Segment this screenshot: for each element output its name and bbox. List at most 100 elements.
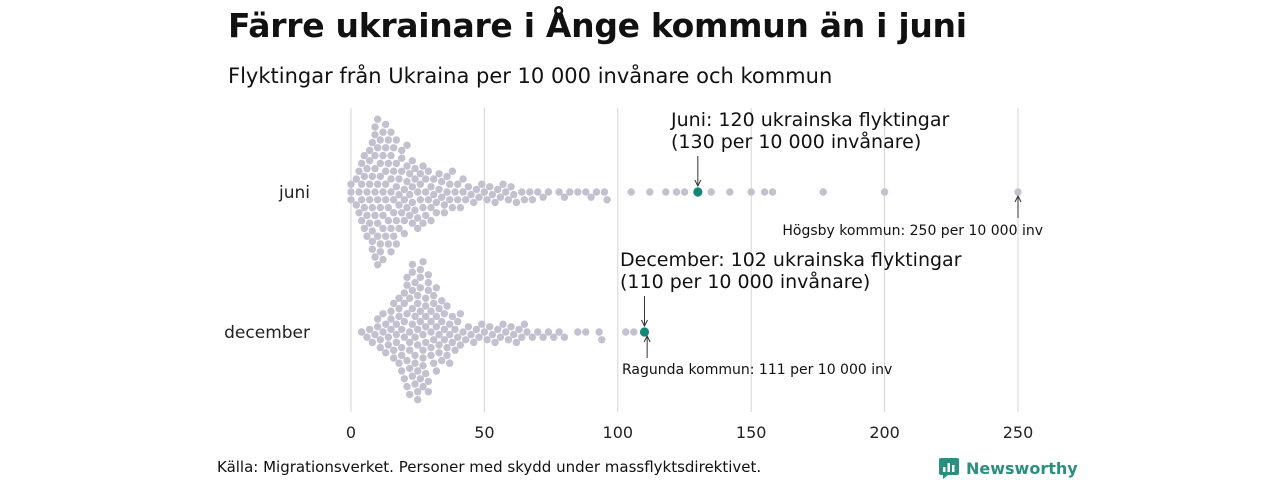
brand-name: Newsworthy: [966, 458, 1078, 478]
data-point: [376, 240, 385, 248]
brand-logo[interactable]: Newsworthy: [938, 456, 1078, 480]
data-point: [355, 188, 363, 196]
arrow-head: [643, 334, 651, 343]
data-point: [400, 317, 409, 326]
data-point: [483, 196, 491, 204]
data-point: [397, 351, 406, 360]
data-point: [395, 304, 403, 313]
data-point: [707, 188, 715, 196]
data-point: [438, 297, 446, 305]
data-point: [448, 203, 457, 212]
data-point: [499, 320, 507, 328]
highlight-label-line1: December: 102 ukrainska flyktingar: [620, 249, 962, 271]
data-point: [462, 196, 470, 204]
data-point: [520, 196, 529, 204]
data-point: [408, 183, 417, 191]
x-tick-label: 150: [736, 423, 767, 442]
data-point: [403, 177, 411, 186]
data-point: [432, 367, 441, 375]
data-point: [403, 281, 411, 289]
data-point: [419, 162, 427, 170]
data-point: [397, 146, 406, 155]
data-point: [371, 151, 379, 160]
data-point: [403, 273, 411, 282]
data-point: [440, 336, 449, 344]
data-point: [408, 286, 417, 295]
data-point: [405, 190, 414, 199]
data-point: [371, 330, 379, 339]
data-point: [414, 214, 422, 222]
data-point: [499, 180, 507, 188]
data-point: [357, 159, 366, 168]
data-point: [422, 294, 430, 302]
data-point: [438, 193, 446, 201]
data-point: [387, 248, 395, 256]
data-point: [560, 193, 569, 201]
data-point: [427, 317, 435, 326]
data-point: [411, 333, 419, 341]
data-point: [360, 203, 369, 212]
data-point: [389, 299, 398, 308]
data-point: [403, 310, 411, 318]
data-point: [376, 203, 385, 212]
data-point: [454, 333, 462, 341]
data-point: [427, 328, 435, 336]
data-point: [395, 190, 403, 199]
data-point: [566, 188, 574, 196]
chart-title: Färre ukrainare i Ånge kommun än i juni: [228, 6, 967, 45]
data-point: [459, 175, 467, 183]
data-point: [467, 190, 475, 199]
data-point: [363, 188, 371, 196]
data-point: [373, 219, 382, 227]
data-point: [376, 343, 385, 352]
data-point: [438, 356, 446, 365]
data-point: [414, 299, 422, 308]
data-point: [379, 328, 387, 336]
data-point: [502, 328, 510, 336]
data-point: [448, 312, 457, 321]
data-point: [672, 188, 681, 196]
data-point: [443, 343, 451, 352]
data-point: [432, 284, 441, 292]
data-point: [373, 323, 382, 331]
data-point: [400, 333, 409, 341]
data-point: [400, 196, 409, 204]
data-point: [400, 375, 409, 383]
data-point: [376, 336, 385, 344]
data-point: [387, 128, 395, 136]
data-point: [379, 128, 387, 136]
data-point: [443, 302, 451, 310]
data-point: [760, 188, 769, 196]
data-point: [430, 190, 438, 199]
data-point: [414, 188, 422, 196]
data-point: [419, 258, 427, 266]
data-point: [424, 286, 433, 295]
data-point: [357, 196, 366, 204]
data-point: [384, 159, 393, 168]
data-point: [528, 333, 537, 341]
highlight-label-line2: (110 per 10 000 invånare): [620, 270, 870, 293]
data-point: [405, 364, 414, 373]
data-point: [373, 232, 382, 240]
data-point: [373, 261, 382, 269]
data-point: [400, 216, 409, 225]
x-tick-label: 250: [1003, 423, 1034, 442]
data-point: [381, 320, 390, 328]
x-tick-label: 0: [346, 423, 356, 442]
data-point: [435, 170, 443, 178]
data-point: [446, 359, 454, 367]
data-point: [424, 196, 433, 204]
data-point: [416, 265, 425, 274]
data-point: [747, 188, 755, 196]
highlight-point: [639, 327, 650, 337]
data-point: [365, 180, 374, 188]
data-point: [1014, 188, 1022, 196]
data-point: [435, 330, 443, 339]
grid-lines: [350, 108, 1019, 412]
data-point: [371, 164, 379, 173]
data-point: [440, 209, 449, 217]
data-point: [360, 224, 369, 233]
data-point: [389, 232, 398, 240]
data-point: [352, 175, 361, 183]
